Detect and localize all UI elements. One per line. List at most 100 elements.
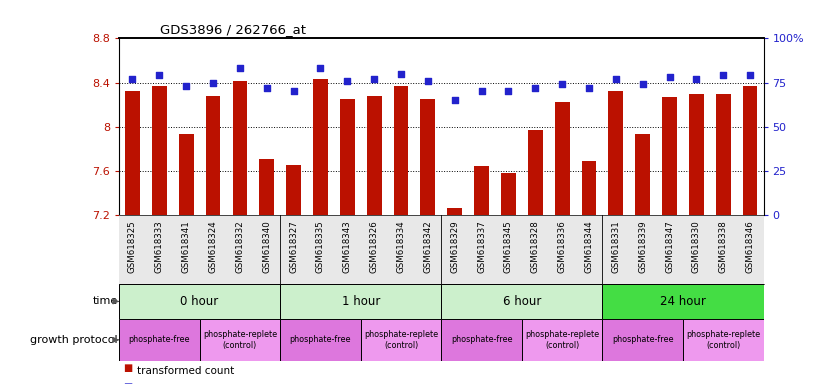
Point [206,79,219,86]
Bar [393,86,408,215]
Text: GSM618332: GSM618332 [236,220,245,273]
Bar [603,284,764,319]
Text: phosphate-free: phosphate-free [451,335,512,344]
Point [421,78,434,84]
Bar [663,97,677,215]
Point [180,83,193,89]
Text: phosphate-replete
(control): phosphate-replete (control) [686,330,760,349]
Text: GDS3896 / 262766_at: GDS3896 / 262766_at [160,23,306,36]
Point [690,76,703,82]
Text: GSM618329: GSM618329 [450,220,459,273]
Bar [340,99,355,215]
Bar [205,96,220,215]
Bar [420,99,435,215]
Bar [581,161,596,215]
Point [502,88,515,94]
Text: GSM618344: GSM618344 [585,220,594,273]
Text: GSM618331: GSM618331 [612,220,621,273]
Text: GSM618340: GSM618340 [262,220,271,273]
Bar [280,284,442,319]
Bar [442,284,603,319]
Bar [555,103,570,215]
Point [529,85,542,91]
Text: GSM618330: GSM618330 [692,220,701,273]
Point [368,76,381,82]
Point [663,74,677,80]
Bar [152,86,167,215]
Point [636,81,649,88]
Text: growth protocol: growth protocol [30,335,117,345]
Text: 1 hour: 1 hour [342,295,380,308]
Point [582,85,595,91]
Bar [313,79,328,215]
Text: GSM618326: GSM618326 [369,220,378,273]
Point [233,65,246,71]
Text: GSM618339: GSM618339 [638,220,647,273]
Text: GSM618325: GSM618325 [128,220,137,273]
Point [448,97,461,103]
Text: GSM618328: GSM618328 [530,220,539,273]
Bar [287,166,301,215]
Text: phosphate-replete
(control): phosphate-replete (control) [203,330,277,349]
Text: ■: ■ [123,382,132,384]
Text: 0 hour: 0 hour [181,295,218,308]
Bar [360,319,442,361]
Bar [259,159,274,215]
Bar [447,209,462,215]
Bar [200,319,280,361]
Text: 24 hour: 24 hour [660,295,706,308]
Text: time: time [93,296,117,306]
Bar [280,319,360,361]
Point [314,65,327,71]
Text: GSM618338: GSM618338 [718,220,727,273]
Text: GSM618346: GSM618346 [745,220,754,273]
Bar [608,91,623,215]
Text: phosphate-free: phosphate-free [290,335,351,344]
Bar [475,167,489,215]
Text: GSM618337: GSM618337 [477,220,486,273]
Text: phosphate-free: phosphate-free [129,335,190,344]
Point [394,71,407,77]
Text: ■: ■ [123,362,132,372]
Bar [119,284,280,319]
Point [475,88,488,94]
Bar [528,130,543,215]
Point [153,73,166,79]
Bar [522,319,603,361]
Point [744,73,757,79]
Bar [232,81,247,215]
Text: GSM618342: GSM618342 [424,220,433,273]
Bar [179,134,194,215]
Bar [501,173,516,215]
Bar [635,134,650,215]
Bar [743,86,758,215]
Point [341,78,354,84]
Bar [367,96,382,215]
Point [287,88,300,94]
Text: GSM618335: GSM618335 [316,220,325,273]
Bar [442,319,522,361]
Text: GSM618333: GSM618333 [155,220,164,273]
Point [126,76,139,82]
Text: phosphate-replete
(control): phosphate-replete (control) [525,330,599,349]
Text: GSM618341: GSM618341 [181,220,190,273]
Bar [125,91,140,215]
Point [556,81,569,88]
Text: transformed count: transformed count [137,366,234,376]
Text: phosphate-replete
(control): phosphate-replete (control) [364,330,438,349]
Bar [716,94,731,215]
Bar [119,319,200,361]
Point [609,76,622,82]
Text: GSM618327: GSM618327 [289,220,298,273]
Text: GSM618336: GSM618336 [557,220,566,273]
Text: GSM618347: GSM618347 [665,220,674,273]
Text: GSM618345: GSM618345 [504,220,513,273]
Text: GSM618334: GSM618334 [397,220,406,273]
Bar [689,94,704,215]
Text: phosphate-free: phosphate-free [612,335,673,344]
Point [260,85,273,91]
Point [717,73,730,79]
Bar [683,319,764,361]
Text: GSM618324: GSM618324 [209,220,218,273]
Bar [603,319,683,361]
